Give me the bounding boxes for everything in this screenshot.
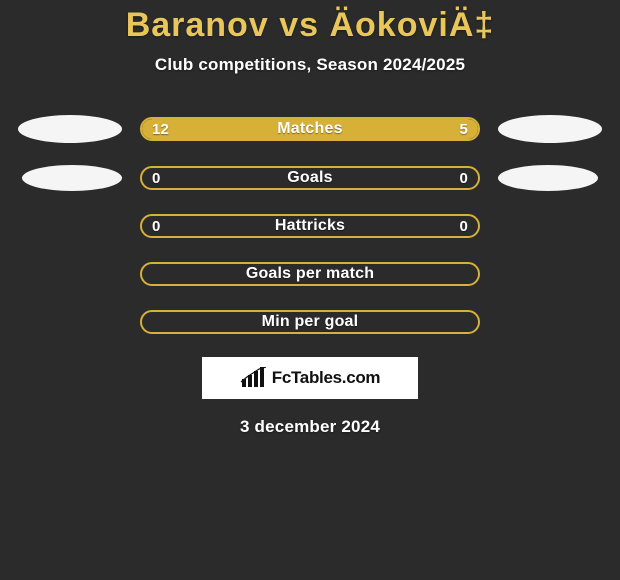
stat-label: Goals per match	[142, 265, 478, 283]
stat-row: Min per goal	[0, 309, 620, 335]
stat-row: 00Goals	[0, 165, 620, 191]
brand-box: FcTables.com	[202, 357, 418, 399]
subtitle: Club competitions, Season 2024/2025	[0, 55, 620, 75]
stat-bar: 00Hattricks	[140, 214, 480, 238]
avatar-right	[498, 115, 602, 143]
avatar-left	[22, 165, 122, 191]
vs-text: vs	[269, 6, 330, 44]
stats-list: 125Matches 00Goals 00Hattricks Goals per ma…	[0, 115, 620, 335]
date-text: 3 december 2024	[0, 417, 620, 437]
stat-bar: Goals per match	[140, 262, 480, 286]
avatar-right	[498, 165, 598, 191]
stat-bar: Min per goal	[140, 310, 480, 334]
stat-row: Goals per match	[0, 261, 620, 287]
player-left-name: Baranov	[126, 6, 269, 44]
stat-label: Min per goal	[142, 313, 478, 331]
player-right-name: ÄokoviÄ‡	[329, 6, 494, 44]
stat-label: Goals	[142, 169, 478, 187]
page-title: Baranov vs ÄokoviÄ‡	[0, 0, 620, 45]
avatar-left	[18, 115, 122, 143]
stat-bar: 125Matches	[140, 117, 480, 141]
stat-row: 125Matches	[0, 115, 620, 143]
stats-card: Baranov vs ÄokoviÄ‡ Club competitions, S…	[0, 0, 620, 580]
brand-text: FcTables.com	[272, 368, 381, 388]
stat-label: Hattricks	[142, 217, 478, 235]
chart-icon	[240, 367, 268, 389]
stat-row: 00Hattricks	[0, 213, 620, 239]
stat-bar: 00Goals	[140, 166, 480, 190]
stat-label: Matches	[142, 120, 478, 138]
